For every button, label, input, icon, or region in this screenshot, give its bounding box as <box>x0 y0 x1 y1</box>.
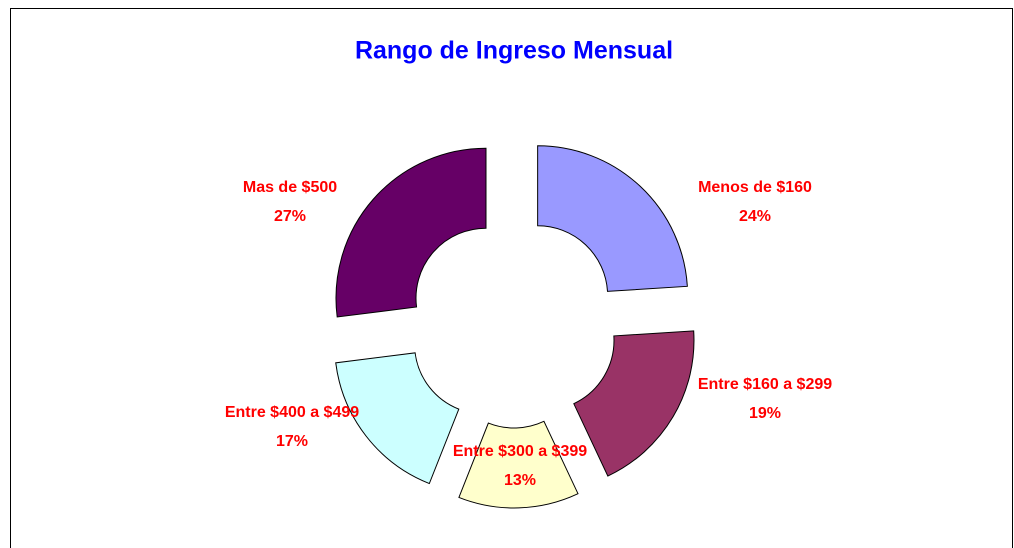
donut-segment <box>537 145 688 292</box>
donut-segment <box>335 147 487 318</box>
value-label: 13% <box>504 472 536 489</box>
category-label: Entre $400 a $499 <box>225 404 359 421</box>
value-label: 17% <box>276 433 308 450</box>
category-label: Menos de $160 <box>698 179 812 196</box>
value-label: 27% <box>274 208 306 225</box>
chart-title: Rango de Ingreso Mensual <box>355 37 673 65</box>
donut-segment <box>335 352 460 485</box>
donut-segment <box>573 330 695 477</box>
category-label: Mas de $500 <box>243 179 337 196</box>
donut-segment <box>458 420 579 509</box>
value-label: 19% <box>749 405 781 422</box>
category-label: Entre $300 a $399 <box>453 443 587 460</box>
category-label: Entre $160 a $299 <box>698 376 832 393</box>
value-label: 24% <box>739 208 771 225</box>
